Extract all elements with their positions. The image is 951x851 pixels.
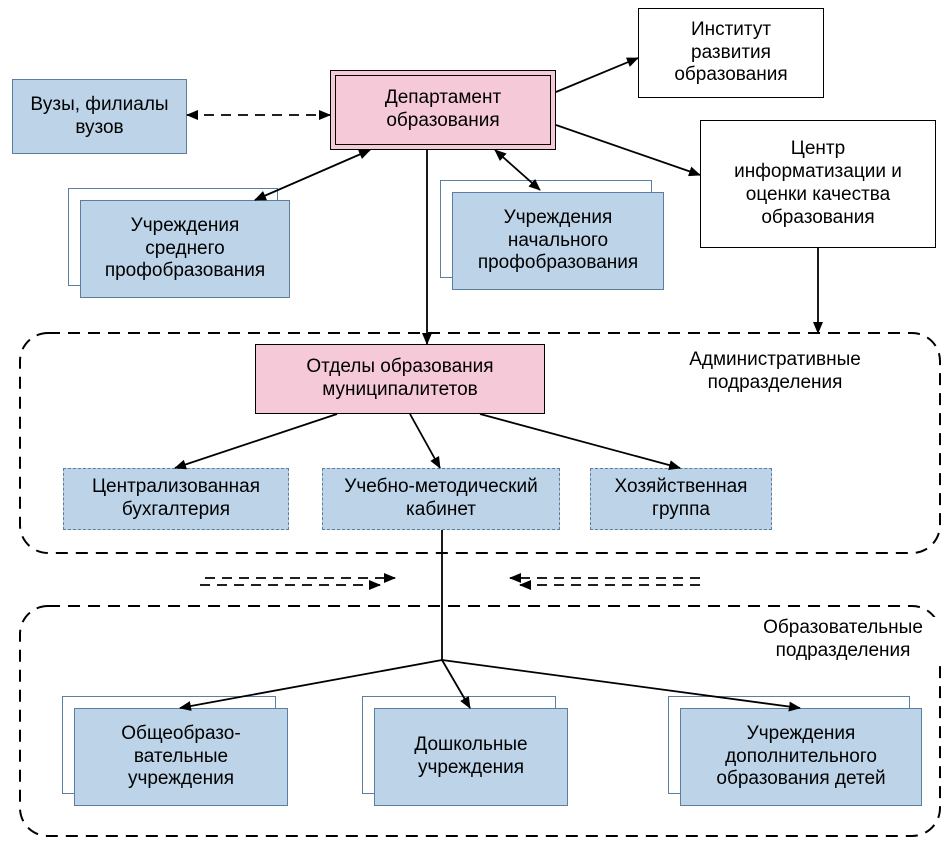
group-label-g_edu: Образовательныеподразделения (728, 617, 951, 663)
node-n_dept: Департаментобразования (330, 70, 556, 150)
node-n_npo: Учрежденияначальногопрофобразования (452, 192, 664, 290)
node-n_center: Центринформатизации иоценки качестваобра… (700, 120, 936, 248)
node-n_extra: Учреждениядополнительногообразования дет… (680, 708, 922, 806)
node-n_inst: Институтразвитияобразования (638, 8, 824, 98)
node-n_vuzy: Вузы, филиалывузов (12, 79, 187, 154)
node-n_munic: Отделы образованиямуниципалитетов (255, 344, 545, 414)
node-n_umk: Учебно-методическийкабинет (322, 468, 560, 530)
group-label-g_admin: Административныеподразделения (660, 349, 890, 395)
node-n_preschool: Дошкольныеучреждения (374, 708, 568, 806)
node-n_spo: Учреждениясреднегопрофобразования (80, 200, 290, 298)
node-n_school: Общеобразо-вательныеучреждения (74, 708, 288, 806)
node-n_hoz: Хозяйственнаягруппа (590, 468, 772, 530)
node-n_buh: Централизованнаябухгалтерия (63, 468, 289, 530)
